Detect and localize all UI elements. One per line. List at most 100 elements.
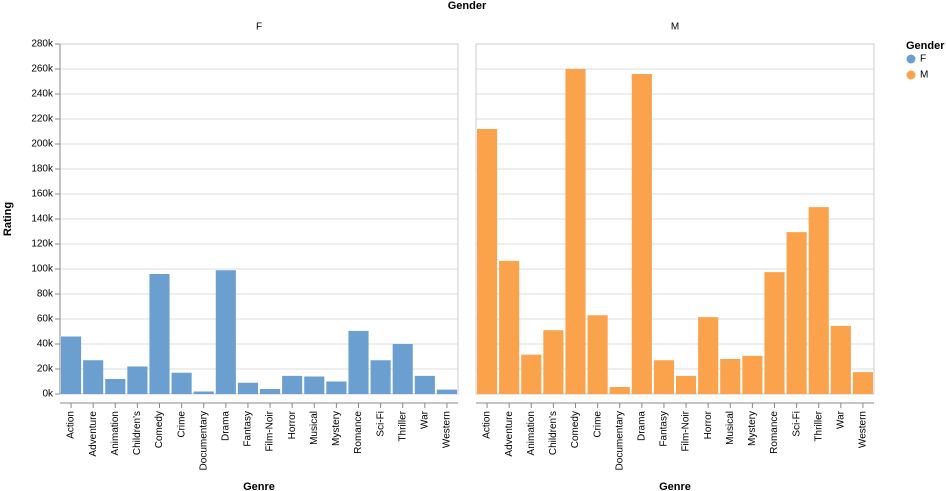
x-tick-label: Fantasy [659, 411, 670, 447]
bar [565, 69, 586, 394]
bar [348, 330, 369, 394]
x-tick-label: Action [482, 411, 493, 439]
bar [698, 317, 719, 394]
y-tick-label: 160k [31, 189, 54, 200]
x-tick-label: War [835, 410, 846, 429]
bar [499, 260, 520, 394]
bar [742, 355, 763, 394]
x-tick-label: War [419, 410, 430, 429]
y-tick-label: 20k [37, 364, 54, 375]
bar [631, 74, 652, 394]
x-tick-label: Adventure [88, 411, 99, 457]
legend-label: M [920, 70, 928, 81]
y-tick-label: 280k [31, 39, 54, 50]
y-tick-label: 80k [37, 289, 54, 300]
bar [61, 336, 82, 394]
x-tick-label: Fantasy [243, 411, 254, 447]
bar [414, 375, 435, 394]
legend-symbol [906, 70, 916, 80]
bar [193, 391, 214, 394]
x-tick-label: Animation [526, 411, 537, 455]
x-axis-label: Genre [243, 481, 275, 491]
x-tick-label: Crime [176, 411, 187, 438]
x-tick-label: Sci-Fi [375, 411, 386, 437]
y-tick-label: 60k [37, 314, 54, 325]
y-tick-label: 260k [31, 64, 54, 75]
y-tick-label: 120k [31, 239, 54, 250]
legend-label: F [920, 54, 926, 65]
y-tick-label: 100k [31, 264, 54, 275]
bar [282, 375, 303, 394]
bar [653, 360, 674, 394]
bar [676, 375, 697, 394]
x-tick-label: Horror [703, 410, 714, 439]
x-tick-label: Documentary [198, 411, 209, 470]
y-axis-label: Rating [2, 202, 14, 236]
panel-frame [475, 43, 875, 395]
x-axis-label: Genre [659, 481, 691, 491]
y-tick-label: 40k [37, 339, 54, 350]
y-tick-label: 200k [31, 139, 54, 150]
chart-title: Gender [448, 0, 487, 12]
bar [852, 372, 873, 394]
bar [720, 359, 741, 394]
y-tick-label: 240k [31, 89, 54, 100]
x-tick-label: Comedy [570, 411, 581, 448]
x-tick-label: Adventure [504, 411, 515, 457]
x-tick-label: Romance [769, 411, 780, 454]
bar [786, 232, 807, 394]
x-tick-label: Drama [636, 411, 647, 441]
bar [304, 376, 325, 394]
bar [326, 381, 347, 394]
x-tick-label: Crime [592, 411, 603, 438]
x-tick-label: Western [442, 411, 453, 448]
bar [237, 382, 258, 394]
bar [83, 360, 104, 394]
bar [105, 379, 126, 394]
legend-title: Gender [906, 40, 945, 52]
x-tick-label: Western [858, 411, 869, 448]
bar [477, 129, 498, 394]
bar [392, 344, 413, 394]
bar [370, 360, 391, 394]
bar [260, 389, 281, 394]
x-tick-label: Thriller [813, 410, 824, 441]
legend-symbol [906, 54, 916, 64]
x-tick-label: Musical [309, 411, 320, 445]
bar [830, 325, 851, 394]
y-tick-label: 0k [42, 389, 54, 400]
bar [587, 315, 608, 394]
x-tick-label: Horror [287, 410, 298, 439]
x-tick-label: Sci-Fi [791, 411, 802, 437]
x-tick-label: Romance [353, 411, 364, 454]
bar [609, 387, 630, 394]
x-tick-label: Mystery [747, 411, 758, 446]
x-tick-label: Film-Noir [681, 410, 692, 451]
x-tick-label: Mystery [331, 411, 342, 446]
y-tick-label: 140k [31, 214, 54, 225]
x-tick-label: Action [66, 411, 77, 439]
bar [149, 274, 170, 394]
y-tick-label: 220k [31, 114, 54, 125]
x-tick-label: Drama [220, 411, 231, 441]
bar [543, 330, 564, 394]
bar [171, 372, 192, 394]
y-tick-label: 180k [31, 164, 54, 175]
x-tick-label: Animation [110, 411, 121, 455]
x-tick-label: Children's [132, 411, 143, 455]
x-tick-label: Children's [548, 411, 559, 455]
x-tick-label: Musical [725, 411, 736, 445]
bar [808, 207, 829, 394]
bar [521, 354, 542, 394]
bar [764, 272, 785, 394]
x-tick-label: Comedy [154, 411, 165, 448]
x-tick-label: Documentary [614, 411, 625, 470]
facet-title: F [256, 22, 262, 33]
bar [436, 389, 457, 394]
x-tick-label: Film-Noir [265, 410, 276, 451]
x-tick-label: Thriller [397, 410, 408, 441]
bar [215, 270, 236, 394]
facet-title: M [671, 22, 679, 33]
bar [127, 366, 148, 394]
